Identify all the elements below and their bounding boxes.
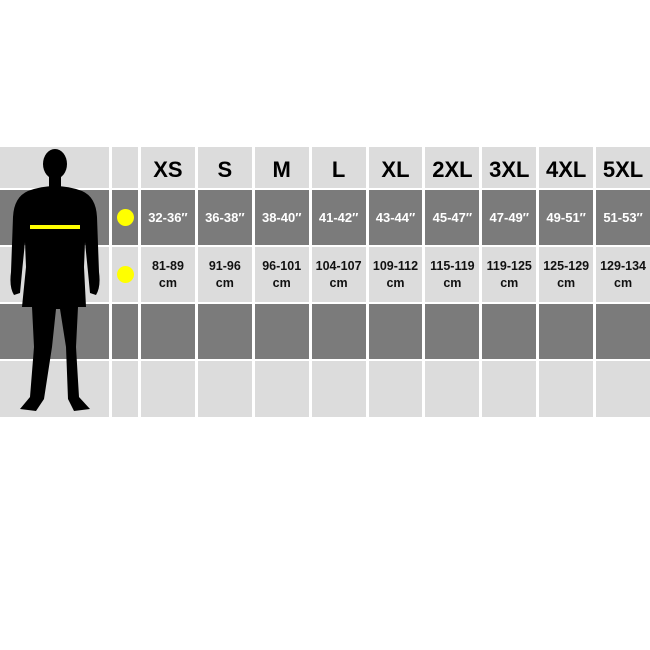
size-header: 3XL bbox=[482, 147, 537, 188]
chest-inches-value: 32-36″ bbox=[141, 190, 195, 245]
figure-cell bbox=[0, 190, 109, 245]
cm-unit: cm bbox=[614, 275, 633, 290]
figure-cell bbox=[0, 147, 109, 188]
size-header: 2XL bbox=[425, 147, 480, 188]
cm-unit: cm bbox=[215, 275, 234, 290]
marker-cell bbox=[112, 190, 138, 245]
empty-cell bbox=[141, 361, 195, 417]
empty-cell bbox=[311, 304, 366, 359]
cm-range: 81-89 bbox=[151, 258, 184, 273]
empty-cell bbox=[368, 304, 423, 359]
chest-cm-value: 91-96 cm bbox=[197, 247, 252, 302]
empty-cell bbox=[425, 304, 480, 359]
marker-cell bbox=[112, 247, 138, 302]
cm-range: 119-125 bbox=[486, 258, 532, 273]
cm-unit: cm bbox=[158, 275, 177, 290]
cm-range: 91-96 bbox=[208, 258, 241, 273]
yellow-dot-icon bbox=[116, 266, 134, 283]
empty-cell bbox=[254, 304, 309, 359]
figure-cell bbox=[0, 247, 109, 302]
empty-cell bbox=[482, 361, 537, 417]
cm-unit: cm bbox=[443, 275, 462, 290]
empty-cell bbox=[482, 304, 537, 359]
chest-cm-value: 119-125 cm bbox=[482, 247, 537, 302]
cm-range: 104-107 bbox=[315, 258, 362, 273]
size-header: L bbox=[311, 147, 366, 188]
figure-cell bbox=[0, 361, 109, 417]
chest-cm-value: 109-112 cm bbox=[368, 247, 423, 302]
empty-cell bbox=[368, 361, 423, 417]
chest-inches-value: 41-42″ bbox=[311, 190, 366, 245]
cm-unit: cm bbox=[386, 275, 405, 290]
chest-inches-value: 45-47″ bbox=[425, 190, 480, 245]
cm-range: 96-101 bbox=[262, 258, 302, 273]
empty-cell bbox=[311, 361, 366, 417]
cm-range: 115-119 bbox=[430, 258, 475, 273]
cm-range: 109-112 bbox=[372, 258, 419, 273]
empty-cell bbox=[197, 304, 252, 359]
yellow-dot-icon bbox=[116, 209, 134, 226]
chest-inches-value: 49-51″ bbox=[539, 190, 594, 245]
marker-cell bbox=[112, 147, 138, 188]
chest-cm-value: 96-101 cm bbox=[254, 247, 309, 302]
size-header: XL bbox=[368, 147, 423, 188]
empty-cell bbox=[539, 361, 594, 417]
figure-cell bbox=[0, 304, 109, 359]
marker-cell bbox=[112, 304, 138, 359]
chest-cm-value: 129-134 cm bbox=[596, 247, 650, 302]
empty-cell bbox=[596, 304, 650, 359]
empty-cell bbox=[254, 361, 309, 417]
empty-cell bbox=[197, 361, 252, 417]
cm-unit: cm bbox=[272, 275, 291, 290]
chest-inches-value: 47-49″ bbox=[482, 190, 537, 245]
chest-inches-value: 36-38″ bbox=[197, 190, 252, 245]
empty-cell bbox=[425, 361, 480, 417]
cm-range: 125-129 bbox=[543, 258, 590, 273]
size-header: S bbox=[197, 147, 252, 188]
cm-unit: cm bbox=[329, 275, 348, 290]
cm-unit: cm bbox=[557, 275, 576, 290]
size-header: 5XL bbox=[596, 147, 650, 188]
chest-cm-value: 104-107 cm bbox=[311, 247, 366, 302]
cm-range: 129-134 bbox=[600, 258, 646, 273]
chest-inches-value: 43-44″ bbox=[368, 190, 423, 245]
size-chart-table: XS S M L XL 2XL 3XL 4XL 5XL 32-36″ 36-38″ 38-40″ 41-… bbox=[0, 147, 650, 417]
chest-cm-value: 81-89 cm bbox=[141, 247, 195, 302]
empty-cell bbox=[539, 304, 594, 359]
marker-cell bbox=[112, 361, 138, 417]
chest-inches-value: 38-40″ bbox=[254, 190, 309, 245]
size-header: 4XL bbox=[539, 147, 594, 188]
size-header: M bbox=[254, 147, 309, 188]
empty-cell bbox=[141, 304, 195, 359]
empty-cell bbox=[596, 361, 650, 417]
chest-cm-value: 115-119 cm bbox=[425, 247, 480, 302]
cm-unit: cm bbox=[500, 275, 519, 290]
chest-inches-value: 51-53″ bbox=[596, 190, 650, 245]
chest-cm-value: 125-129 cm bbox=[539, 247, 594, 302]
size-header: XS bbox=[141, 147, 195, 188]
